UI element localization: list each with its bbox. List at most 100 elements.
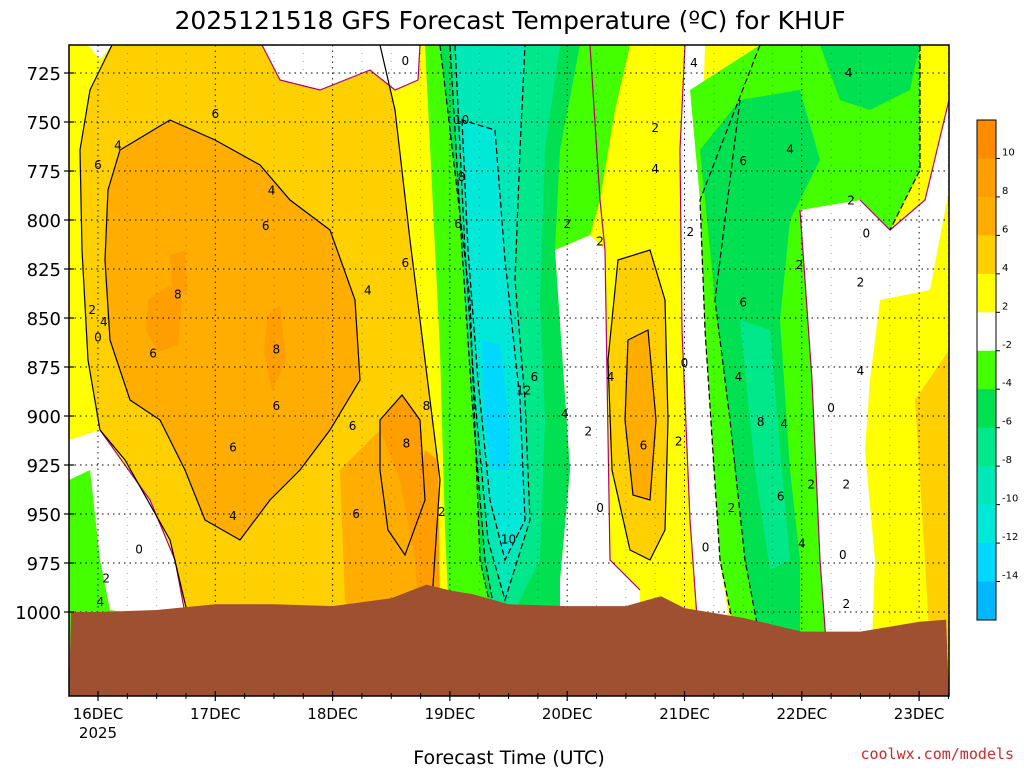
- colorbar-swatch: [977, 350, 996, 390]
- colorbar-label: -12: [1002, 532, 1018, 543]
- y-tick-label: 975: [27, 554, 61, 575]
- contour-label: 2: [728, 501, 736, 515]
- colorbar-label: -6: [1002, 417, 1012, 428]
- contour-label: 12: [516, 384, 531, 398]
- colorbar-label: 8: [1002, 186, 1008, 197]
- contour-m8-band: [449, 45, 501, 641]
- contour-label: 2: [438, 505, 446, 519]
- fill-cold-band-4: [425, 45, 500, 650]
- contour-label: 8: [174, 287, 182, 301]
- colorbar: 10 8 6 4 2 -2 -4 -6 -8 -10 -12 -14: [976, 119, 1018, 621]
- contour-label: 2: [687, 225, 695, 239]
- contour-label: 4: [786, 142, 794, 156]
- contour-label: 4: [97, 595, 105, 609]
- y-tick-label: 850: [27, 309, 61, 330]
- contour-label: 2: [584, 425, 592, 439]
- contour-4-left: [79, 45, 196, 646]
- contour-label: 2: [843, 597, 851, 611]
- fill-warm-8-pocket-3: [264, 305, 286, 392]
- x-tick-label: 20DEC: [542, 705, 593, 723]
- colorbar-label: -14: [1002, 571, 1018, 582]
- temperature-contours: [79, 45, 949, 696]
- y-tick-label: 800: [27, 211, 61, 232]
- x-tick-label: 18DEC: [307, 705, 358, 723]
- y-tick-label: 725: [27, 64, 61, 85]
- contour-label: 6: [272, 399, 280, 413]
- colorbar-swatch: [977, 581, 996, 621]
- contour-label: 0: [681, 356, 689, 370]
- x-tick-label: 17DEC: [190, 705, 241, 723]
- contour-label: 4: [268, 184, 276, 198]
- colorbar-swatch: [977, 120, 996, 159]
- contour-label: 2: [857, 276, 865, 290]
- zero-contour-right: [679, 45, 701, 661]
- contour-label: 8: [272, 342, 280, 356]
- contour-label: 8: [458, 170, 466, 184]
- contour-8-ridge: [379, 394, 426, 557]
- fill-warm-6to8-left: [105, 120, 360, 540]
- contour-label: 6: [229, 440, 237, 454]
- colorbar-label: 10: [1002, 147, 1015, 158]
- x-axis-year-label: 2025: [79, 724, 117, 742]
- fill-neutral-top-1: [262, 45, 420, 90]
- contour-label: 6: [739, 154, 747, 168]
- colorbar-swatch: [977, 196, 996, 236]
- colorbar-swatch: [977, 504, 996, 544]
- contour-label: 6: [739, 295, 747, 309]
- colorbar-swatch: [977, 427, 996, 467]
- contour-label: 4: [780, 417, 788, 431]
- y-tick-label: 750: [27, 113, 61, 134]
- y-tick-label: 825: [27, 260, 61, 281]
- colorbar-label: -4: [1002, 378, 1012, 389]
- contour-label: 0: [94, 331, 102, 345]
- colorbar-swatch: [977, 389, 996, 429]
- contour-label: 4: [651, 162, 659, 176]
- fill-neutral-right-gap: [680, 45, 735, 660]
- contour-label: 0: [862, 227, 870, 241]
- colorbar-label: 4: [1002, 263, 1008, 274]
- contour-label: 0: [596, 501, 604, 515]
- contour-m4-right: [699, 45, 761, 661]
- contour-label: 6: [402, 256, 410, 270]
- contour-label: 6: [211, 107, 219, 121]
- x-tick-label: 21DEC: [659, 705, 710, 723]
- contour-m6-right: [714, 99, 761, 641]
- contour-label: 4: [798, 536, 806, 550]
- contour-label: 10: [501, 532, 516, 546]
- contour-label: 2: [847, 193, 855, 207]
- contour-label: 6: [777, 489, 785, 503]
- contour-label: 0: [135, 542, 143, 556]
- credit-text: coolwx.com/models: [860, 745, 1014, 763]
- fill-warm-8-pocket-2: [170, 250, 188, 300]
- contour-label: 2: [563, 217, 571, 231]
- fill-neutral-topleft: [69, 45, 112, 60]
- colorbar-swatch: [977, 312, 996, 352]
- terrain-surface: [69, 584, 949, 696]
- contour-label: 2: [796, 258, 804, 272]
- zero-contour-top: [261, 45, 421, 91]
- colorbar-swatch: [977, 235, 996, 275]
- y-tick-label: 775: [27, 162, 61, 183]
- x-axis: 16DEC 17DEC 18DEC 19DEC 20DEC 21DEC 22DEC 23DEC: [73, 691, 949, 723]
- contour-label: 4: [607, 370, 615, 384]
- contour-6-right: [624, 329, 657, 501]
- colorbar-label: -8: [1002, 455, 1012, 466]
- zero-contour-edge: [859, 99, 949, 231]
- colorbar-label: -2: [1002, 340, 1012, 351]
- contour-label: 6: [531, 370, 539, 384]
- colorbar-frame: [976, 119, 997, 621]
- x-tick-label: 23DEC: [894, 705, 945, 723]
- fill-cold-band-8b: [740, 320, 790, 570]
- contour-label: 4: [561, 407, 569, 421]
- contour-label: 4: [857, 364, 865, 378]
- contour-label: 2: [843, 478, 851, 492]
- contour-label: 4: [114, 139, 122, 153]
- y-tick-label: 875: [27, 358, 61, 379]
- contour-label: 6: [454, 217, 462, 231]
- colorbar-swatch: [977, 466, 996, 506]
- y-tick-label: 925: [27, 456, 61, 477]
- contour-label: 0: [702, 540, 710, 554]
- contour-m10-band: [454, 45, 531, 603]
- contour-4-right: [607, 249, 669, 561]
